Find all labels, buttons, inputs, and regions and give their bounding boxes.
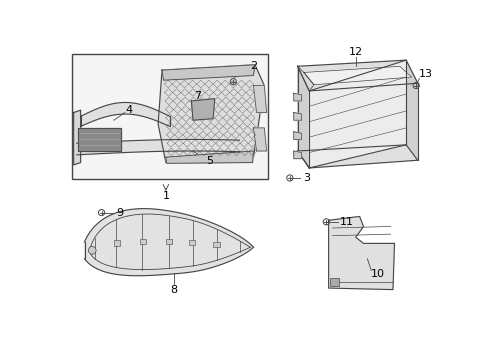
Polygon shape [329, 216, 394, 289]
Polygon shape [304, 66, 412, 85]
Text: 11: 11 [340, 217, 353, 227]
Text: 6: 6 [110, 127, 118, 138]
Polygon shape [158, 65, 264, 163]
Text: 4: 4 [125, 105, 132, 115]
Polygon shape [81, 103, 170, 126]
Polygon shape [84, 208, 253, 276]
Polygon shape [297, 66, 314, 91]
Polygon shape [406, 60, 418, 160]
Text: 5: 5 [207, 156, 214, 166]
Text: 3: 3 [303, 173, 311, 183]
Text: 12: 12 [349, 48, 363, 58]
Polygon shape [253, 128, 267, 151]
Polygon shape [294, 151, 301, 159]
Bar [72, 54, 268, 179]
Polygon shape [192, 99, 215, 120]
Text: 13: 13 [418, 69, 433, 79]
Polygon shape [74, 110, 81, 165]
Bar [114, 240, 120, 246]
Polygon shape [166, 151, 253, 163]
Polygon shape [297, 66, 309, 168]
Text: 8: 8 [170, 285, 177, 294]
Polygon shape [297, 145, 418, 168]
Bar [166, 239, 172, 244]
Bar [213, 242, 220, 247]
Polygon shape [294, 112, 301, 120]
Polygon shape [294, 132, 301, 139]
Bar [140, 239, 147, 244]
Polygon shape [77, 139, 240, 155]
Polygon shape [78, 128, 121, 151]
Text: 2: 2 [250, 60, 257, 71]
Text: 9: 9 [117, 208, 123, 217]
Bar [189, 240, 196, 246]
Text: 1: 1 [162, 191, 170, 201]
Polygon shape [297, 60, 418, 91]
Circle shape [88, 247, 96, 254]
Polygon shape [294, 93, 301, 101]
Bar [330, 278, 340, 286]
Text: 7: 7 [194, 91, 201, 100]
Polygon shape [162, 65, 255, 80]
Polygon shape [253, 86, 267, 112]
Polygon shape [309, 60, 406, 168]
Text: 10: 10 [370, 269, 385, 279]
